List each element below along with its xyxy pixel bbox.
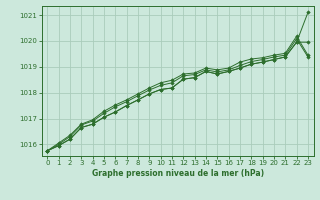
X-axis label: Graphe pression niveau de la mer (hPa): Graphe pression niveau de la mer (hPa)	[92, 169, 264, 178]
